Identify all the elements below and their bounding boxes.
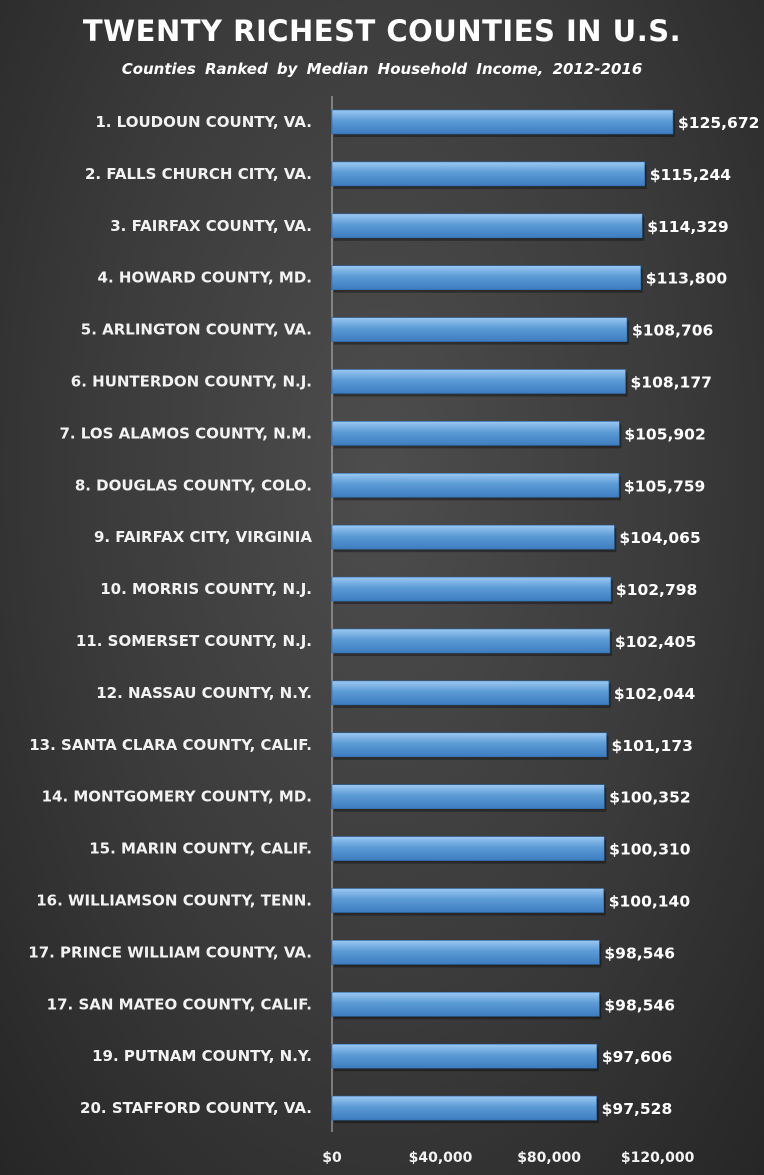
category-label: 19. PUTNAM COUNTY, N.Y. (92, 1047, 312, 1065)
bar (331, 680, 610, 706)
bar (331, 524, 615, 550)
category-label: 16. WILLIAMSON COUNTY, TENN. (36, 892, 312, 910)
bar (331, 109, 674, 135)
category-label: 2. FALLS CHURCH CITY, VA. (85, 165, 312, 183)
value-label: $105,759 (624, 477, 705, 495)
bar (331, 265, 642, 291)
bar (331, 1043, 598, 1069)
value-label: $113,800 (646, 270, 728, 288)
value-label: $100,140 (609, 893, 691, 911)
bar (331, 784, 605, 810)
bar (331, 421, 620, 446)
chart-title: TWENTY RICHEST COUNTIES IN U.S. (82, 14, 682, 48)
bar (331, 1095, 597, 1121)
value-label: $97,606 (602, 1048, 673, 1066)
category-label: 7. LOS ALAMOS COUNTY, N.M. (59, 424, 312, 442)
value-label: $105,902 (624, 425, 705, 443)
value-label: $108,177 (631, 374, 712, 392)
bar (331, 888, 605, 913)
category-label: 15. MARIN COUNTY, CALIF. (89, 840, 312, 858)
bar (331, 161, 646, 187)
bar (331, 732, 607, 758)
value-label: $115,244 (650, 166, 732, 184)
bar (331, 576, 612, 602)
category-label: 12. NASSAU COUNTY, N.Y. (96, 684, 312, 702)
bar (331, 369, 626, 394)
value-label: $100,352 (609, 789, 690, 807)
category-label: 11. SOMERSET COUNTY, N.J. (76, 632, 312, 650)
value-label: $101,173 (612, 737, 693, 755)
category-label: 9. FAIRFAX CITY, VIRGINIA (94, 528, 312, 546)
value-label: $125,672 (678, 114, 759, 132)
value-label: $100,310 (609, 841, 691, 859)
x-tick-label: $120,000 (621, 1150, 695, 1166)
bar (331, 940, 600, 965)
category-label: 14. MONTGOMERY COUNTY, MD. (42, 788, 312, 806)
bar (331, 628, 611, 654)
x-tick-label: $40,000 (409, 1150, 473, 1166)
category-label: 20. STAFFORD COUNTY, VA. (80, 1099, 312, 1117)
bar (331, 213, 643, 239)
category-label: 6. HUNTERDON COUNTY, N.J. (71, 373, 312, 391)
category-label: 3. FAIRFAX COUNTY, VA. (110, 217, 312, 235)
category-label: 5. ARLINGTON COUNTY, VA. (81, 321, 312, 339)
bar (331, 991, 600, 1017)
value-label: $102,044 (614, 685, 696, 703)
category-label: 8. DOUGLAS COUNTY, COLO. (75, 476, 312, 494)
value-label: $114,329 (647, 218, 728, 236)
value-label: $98,546 (604, 944, 675, 962)
value-label: $98,546 (604, 996, 675, 1014)
x-tick-label: $80,000 (517, 1150, 581, 1166)
value-label: $97,528 (602, 1100, 673, 1118)
category-label: 17. PRINCE WILLIAM COUNTY, VA. (28, 943, 312, 961)
chart-subtitle: Counties Ranked by Median Household Inco… (121, 60, 643, 78)
value-label: $108,706 (632, 322, 713, 340)
value-label: $102,405 (615, 633, 696, 651)
x-tick-label: $0 (322, 1150, 342, 1166)
bar (331, 317, 628, 342)
value-label: $102,798 (616, 581, 697, 599)
bar (331, 472, 620, 498)
bar (331, 836, 605, 861)
category-label: 10. MORRIS COUNTY, N.J. (100, 580, 312, 598)
category-label: 4. HOWARD COUNTY, MD. (98, 269, 312, 287)
category-label: 17. SAN MATEO COUNTY, CALIF. (47, 995, 312, 1013)
value-label: $104,065 (619, 529, 700, 547)
category-label: 1. LOUDOUN COUNTY, VA. (95, 113, 312, 131)
category-label: 13. SANTA CLARA COUNTY, CALIF. (29, 736, 312, 754)
